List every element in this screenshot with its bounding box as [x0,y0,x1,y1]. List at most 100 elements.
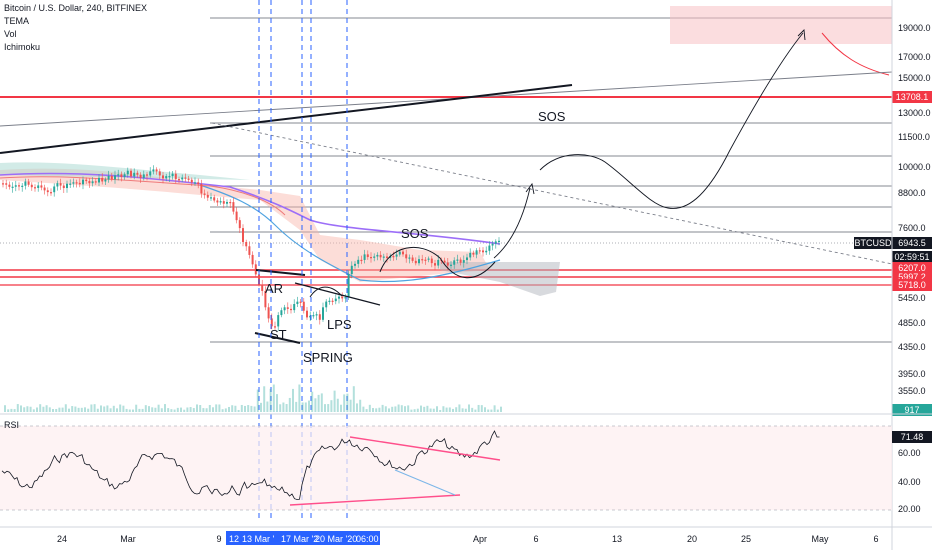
candle-body [382,256,385,258]
accumulation-curve [379,246,496,279]
rsi-label[interactable]: RSI [4,420,20,430]
volume-bar [500,406,502,412]
candle-body [488,245,491,251]
candle-body [203,193,206,195]
candle-body [98,177,100,183]
volume-bar [247,405,250,412]
candle-body [392,256,395,258]
rsi-value-badge [892,431,932,443]
candle-body [325,301,328,308]
candle-body [37,185,40,188]
price-tick-label: 3550.0 [898,386,926,396]
highlighted-date-label: 13 Mar ' [242,534,275,544]
bold-trend-line [0,84,573,154]
volume-bar [234,405,237,412]
volume-bar [4,405,6,412]
volume-bar [64,404,67,412]
candle-body [226,201,228,204]
price-tag-badge [892,237,932,249]
candle-body [315,314,318,316]
candle-body [411,257,414,261]
volume-bar [26,406,29,412]
volume-bar [416,408,419,412]
volume-bar [413,409,416,412]
volume-bar [154,407,157,412]
volume-bar [410,409,413,412]
candle-body [190,179,193,183]
candle-body [56,183,59,187]
volume-bar [192,408,195,412]
volume-bar [16,404,19,412]
candle-body [155,169,158,172]
volume-bar [138,408,141,412]
candle-body [373,256,376,258]
indicator-ichimoku[interactable]: Ichimoku [4,42,41,52]
price-tick-label: 15000.0 [898,73,931,83]
candle-body [363,254,366,260]
candle-body [434,263,436,266]
volume-bar [218,404,221,412]
volume-bar [480,405,483,412]
candle-body [104,179,107,182]
volume-bar [372,408,374,412]
candle-body [430,258,433,264]
candle-body [462,260,465,263]
candle-body [293,304,296,311]
rsi-value-label: 71.48 [901,432,924,442]
price-tag-badge [892,404,932,416]
volume-bar [7,409,10,412]
candle-body [491,243,494,246]
candle-body [328,300,331,302]
candle-body [248,246,251,255]
price-tag-badge [892,279,932,291]
volume-bar [77,407,80,412]
arrowhead-8800 [525,182,535,195]
volume-bar [212,407,214,412]
price-tick-label: 11500.0 [898,132,930,142]
candle-body [66,183,68,189]
volume-bar [324,404,326,412]
volume-bar [151,407,154,412]
indicator-tema[interactable]: TEMA [4,16,30,26]
volume-bar [119,404,122,412]
candle-body [136,172,139,175]
volume-bar [429,408,432,412]
candle-body [210,197,212,199]
volume-bar [189,407,192,412]
candle-body [14,185,17,187]
candle-body [18,185,20,187]
volume-bar [103,406,106,412]
volume-bar [199,404,202,412]
price-tick-label: 8800.0 [898,188,926,198]
time-tick-label: Apr [473,534,487,544]
volume-bar [224,408,227,412]
rsi-tick-label: 60.00 [898,448,921,458]
candle-body [357,259,360,264]
candle-body [405,254,408,259]
volume-bar [311,391,314,412]
indicator-vol[interactable]: Vol [4,29,17,39]
candle-body [187,178,190,180]
candle-body [354,263,356,266]
candle-body [75,182,78,184]
volume-bar [493,405,496,412]
candle-body [395,254,398,257]
candle-body [43,187,46,191]
volume-bar [468,404,470,412]
volume-bar [96,408,99,412]
candle-body [427,258,430,260]
price-tag-label: BTCUSD [854,238,892,248]
candle-body [494,241,497,244]
volume-bar [436,406,438,412]
volume-bar [135,404,138,412]
candle-body [8,184,11,187]
candle-body [101,177,104,182]
volume-bar [452,408,454,412]
candle-body [267,307,270,319]
time-tick-label: 9 [216,534,221,544]
candle-body [456,259,459,261]
candle-body [270,318,273,327]
volume-bar [84,407,86,412]
